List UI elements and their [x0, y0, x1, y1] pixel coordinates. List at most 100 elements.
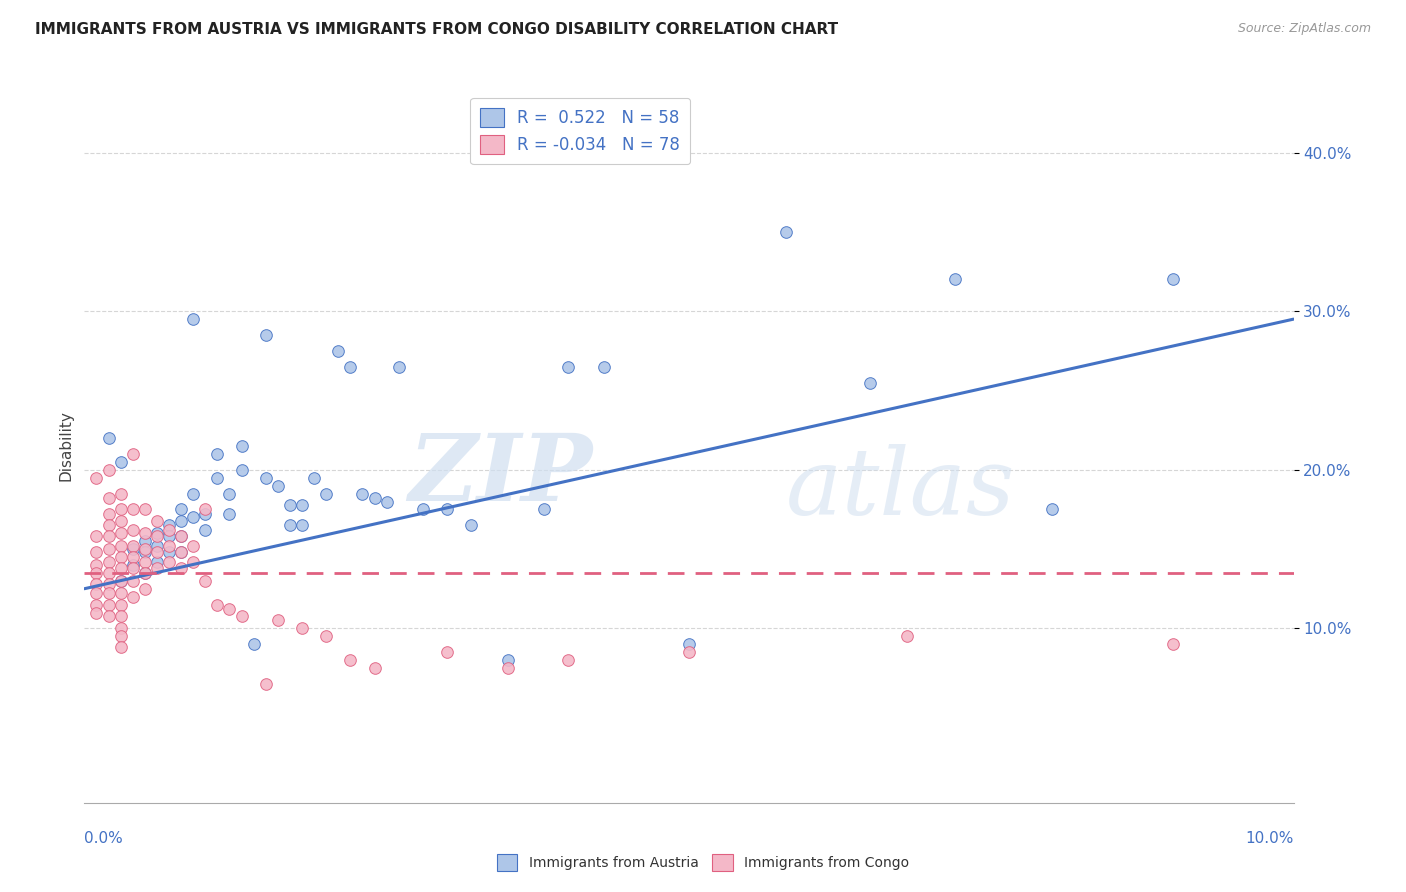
Point: [943, 272, 966, 286]
Point: [194, 502, 217, 516]
Point: [412, 502, 434, 516]
Point: [291, 498, 314, 512]
Point: [170, 502, 193, 516]
Point: [896, 629, 918, 643]
Point: [170, 529, 193, 543]
Point: [146, 539, 169, 553]
Point: [254, 677, 277, 691]
Point: [157, 555, 180, 569]
Point: [231, 608, 253, 623]
Point: [267, 478, 290, 492]
Point: [339, 653, 361, 667]
Point: [859, 376, 882, 390]
Point: [134, 545, 156, 559]
Point: [218, 507, 240, 521]
Point: [97, 518, 120, 533]
Point: [86, 586, 108, 600]
Point: [97, 577, 120, 591]
Point: [121, 502, 143, 516]
Text: 0.0%: 0.0%: [84, 831, 124, 847]
Point: [134, 566, 156, 580]
Point: [1161, 272, 1184, 286]
Text: IMMIGRANTS FROM AUSTRIA VS IMMIGRANTS FROM CONGO DISABILITY CORRELATION CHART: IMMIGRANTS FROM AUSTRIA VS IMMIGRANTS FR…: [35, 22, 838, 37]
Point: [302, 471, 325, 485]
Point: [1040, 502, 1063, 516]
Point: [339, 359, 361, 374]
Point: [110, 539, 132, 553]
Point: [231, 463, 253, 477]
Point: [678, 645, 700, 659]
Point: [278, 518, 301, 533]
Point: [97, 586, 120, 600]
Point: [436, 645, 458, 659]
Legend: Immigrants from Austria, Immigrants from Congo: Immigrants from Austria, Immigrants from…: [491, 848, 915, 876]
Point: [363, 491, 385, 506]
Point: [121, 523, 143, 537]
Point: [146, 555, 169, 569]
Point: [170, 561, 193, 575]
Point: [134, 582, 156, 596]
Point: [436, 502, 458, 516]
Point: [278, 498, 301, 512]
Point: [97, 608, 120, 623]
Point: [110, 574, 132, 588]
Point: [97, 566, 120, 580]
Point: [121, 539, 143, 553]
Point: [194, 574, 217, 588]
Point: [194, 507, 217, 521]
Point: [110, 549, 132, 564]
Point: [170, 529, 193, 543]
Point: [110, 621, 132, 635]
Point: [207, 447, 229, 461]
Point: [460, 518, 482, 533]
Point: [110, 586, 132, 600]
Point: [97, 598, 120, 612]
Point: [170, 545, 193, 559]
Point: [267, 614, 290, 628]
Point: [86, 558, 108, 572]
Point: [110, 574, 132, 588]
Point: [218, 486, 240, 500]
Point: [328, 343, 350, 358]
Point: [388, 359, 411, 374]
Point: [557, 653, 579, 667]
Point: [207, 598, 229, 612]
Point: [181, 510, 204, 524]
Point: [121, 590, 143, 604]
Point: [218, 602, 240, 616]
Point: [110, 608, 132, 623]
Point: [533, 502, 555, 516]
Point: [242, 637, 264, 651]
Point: [157, 523, 180, 537]
Legend: R =  0.522   N = 58, R = -0.034   N = 78: R = 0.522 N = 58, R = -0.034 N = 78: [471, 97, 690, 164]
Point: [146, 529, 169, 543]
Point: [170, 545, 193, 559]
Point: [97, 555, 120, 569]
Point: [496, 653, 519, 667]
Point: [181, 312, 204, 326]
Point: [291, 518, 314, 533]
Point: [170, 514, 193, 528]
Point: [157, 529, 180, 543]
Point: [110, 598, 132, 612]
Point: [157, 518, 180, 533]
Point: [134, 542, 156, 557]
Text: 10.0%: 10.0%: [1246, 831, 1294, 847]
Point: [86, 598, 108, 612]
Point: [496, 661, 519, 675]
Point: [254, 328, 277, 343]
Point: [254, 471, 277, 485]
Point: [194, 523, 217, 537]
Y-axis label: Disability: Disability: [58, 410, 73, 482]
Point: [181, 539, 204, 553]
Point: [86, 606, 108, 620]
Point: [121, 558, 143, 572]
Point: [146, 526, 169, 541]
Point: [775, 225, 797, 239]
Point: [121, 447, 143, 461]
Text: atlas: atlas: [786, 444, 1015, 533]
Point: [146, 561, 169, 575]
Point: [86, 529, 108, 543]
Point: [97, 542, 120, 557]
Point: [1161, 637, 1184, 651]
